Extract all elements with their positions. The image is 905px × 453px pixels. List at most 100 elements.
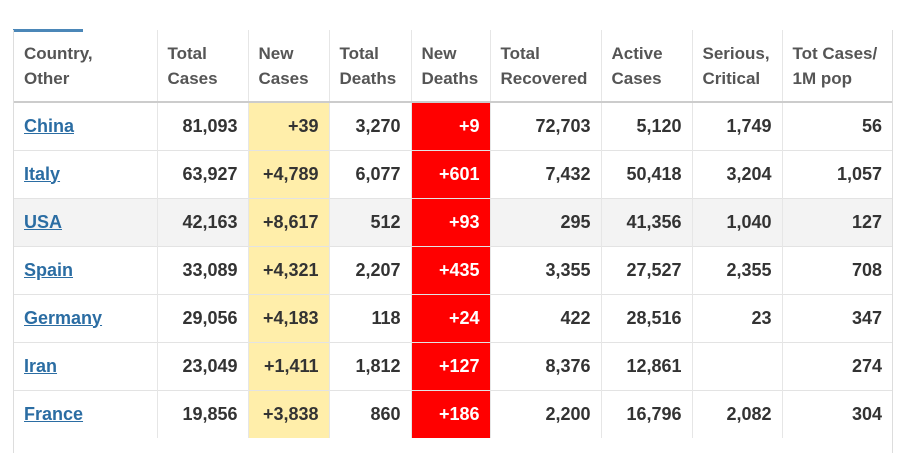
column-header-line2: Cases bbox=[258, 68, 309, 88]
cell-active-cases: 27,527 bbox=[601, 245, 693, 294]
table-row: Iran 23,049 +1,411 1,812 +127 8,376 12,861 274 bbox=[14, 341, 892, 390]
table-row: France 19,856 +3,838 860 +186 2,200 16,796 2,08… bbox=[14, 389, 892, 438]
cell-total-cases: 81,093 bbox=[157, 101, 249, 150]
cell-country: Spain bbox=[14, 245, 158, 294]
column-header-total-deaths[interactable]: Total Deaths bbox=[329, 30, 412, 103]
column-header-country[interactable]: Country, Other bbox=[14, 30, 158, 103]
table-body: China 81,093 +39 3,270 +9 72,703 5,120 1,749 56 I… bbox=[14, 101, 892, 438]
cell-country: China bbox=[14, 101, 158, 150]
cell-new-cases: +8,617 bbox=[248, 197, 330, 246]
cell-total-recovered: 295 bbox=[490, 197, 602, 246]
column-header-line2: Recovered bbox=[500, 68, 588, 88]
column-header-line2: Deaths bbox=[339, 68, 397, 88]
column-header-line2: Deaths bbox=[421, 68, 479, 88]
table-row: Germany 29,056 +4,183 118 +24 422 28,516 23 347 bbox=[14, 293, 892, 342]
table-header: Country, Other Total Cases New Cases Total Deat… bbox=[14, 30, 892, 103]
cell-serious-critical: 23 bbox=[692, 293, 783, 342]
column-header-line1: Country, bbox=[24, 43, 93, 63]
country-link[interactable]: USA bbox=[24, 211, 63, 232]
cell-new-deaths: +24 bbox=[411, 293, 491, 342]
cell-new-deaths: +186 bbox=[411, 389, 491, 438]
cell-active-cases: 41,356 bbox=[601, 197, 693, 246]
column-header-tot-cases-per-1m[interactable]: Tot Cases/1M pop bbox=[782, 30, 892, 103]
column-header-new-cases[interactable]: New Cases bbox=[248, 30, 330, 103]
coronavirus-stats-table: Country, Other Total Cases New Cases Total Deat… bbox=[14, 30, 892, 438]
column-header-line1: Total bbox=[500, 43, 540, 63]
cell-total-recovered: 72,703 bbox=[490, 101, 602, 150]
cell-total-deaths: 3,270 bbox=[329, 101, 412, 150]
country-link[interactable]: China bbox=[24, 115, 75, 136]
column-header-line1: Serious, bbox=[702, 43, 770, 63]
cell-country: France bbox=[14, 389, 158, 438]
column-header-line2: Cases bbox=[167, 68, 218, 88]
cell-new-deaths: +9 bbox=[411, 101, 491, 150]
cell-total-recovered: 2,200 bbox=[490, 389, 602, 438]
cell-total-cases: 63,927 bbox=[157, 149, 249, 198]
cell-total-recovered: 7,432 bbox=[490, 149, 602, 198]
cell-total-cases: 23,049 bbox=[157, 341, 249, 390]
cell-total-recovered: 422 bbox=[490, 293, 602, 342]
cell-active-cases: 16,796 bbox=[601, 389, 693, 438]
cell-serious-critical: 2,082 bbox=[692, 389, 783, 438]
column-header-new-deaths[interactable]: New Deaths bbox=[411, 30, 491, 103]
cell-tot-cases-per-1m: 304 bbox=[782, 389, 892, 438]
cell-active-cases: 50,418 bbox=[601, 149, 693, 198]
column-header-line2: Critical bbox=[702, 68, 761, 88]
cell-total-recovered: 8,376 bbox=[490, 341, 602, 390]
coronavirus-stats-table-container: Country, Other Total Cases New Cases Total Deat… bbox=[13, 30, 893, 453]
cell-serious-critical: 2,355 bbox=[692, 245, 783, 294]
cell-new-cases: +4,789 bbox=[248, 149, 330, 198]
cell-total-cases: 42,163 bbox=[157, 197, 249, 246]
cell-new-cases: +4,183 bbox=[248, 293, 330, 342]
cell-new-cases: +3,838 bbox=[248, 389, 330, 438]
cell-tot-cases-per-1m: 274 bbox=[782, 341, 892, 390]
table-row: Spain 33,089 +4,321 2,207 +435 3,355 27,527 2,3… bbox=[14, 245, 892, 294]
column-header-serious-critical[interactable]: Serious, Critical bbox=[692, 30, 783, 103]
country-link[interactable]: France bbox=[24, 403, 84, 424]
column-header-line1: New bbox=[421, 43, 457, 63]
cell-new-cases: +1,411 bbox=[248, 341, 330, 390]
cell-active-cases: 12,861 bbox=[601, 341, 693, 390]
table-row: China 81,093 +39 3,270 +9 72,703 5,120 1,749 56 bbox=[14, 101, 892, 150]
cell-tot-cases-per-1m: 127 bbox=[782, 197, 892, 246]
cell-total-deaths: 512 bbox=[329, 197, 412, 246]
cell-new-cases: +4,321 bbox=[248, 245, 330, 294]
cell-tot-cases-per-1m: 347 bbox=[782, 293, 892, 342]
column-header-line2: 1M pop bbox=[792, 68, 853, 88]
cell-tot-cases-per-1m: 1,057 bbox=[782, 149, 892, 198]
column-header-line1: Tot Cases/ bbox=[792, 43, 878, 63]
country-link[interactable]: Italy bbox=[24, 163, 61, 184]
cell-active-cases: 5,120 bbox=[601, 101, 693, 150]
cell-tot-cases-per-1m: 56 bbox=[782, 101, 892, 150]
cell-country: Italy bbox=[14, 149, 158, 198]
cell-country: USA bbox=[14, 197, 158, 246]
header-row: Country, Other Total Cases New Cases Total Deat… bbox=[14, 30, 892, 103]
cell-total-cases: 29,056 bbox=[157, 293, 249, 342]
cell-new-deaths: +93 bbox=[411, 197, 491, 246]
cell-total-deaths: 1,812 bbox=[329, 341, 412, 390]
cell-serious-critical: 1,749 bbox=[692, 101, 783, 150]
cell-total-cases: 19,856 bbox=[157, 389, 249, 438]
column-header-line2: Other bbox=[24, 68, 70, 88]
cell-total-deaths: 2,207 bbox=[329, 245, 412, 294]
cell-total-deaths: 860 bbox=[329, 389, 412, 438]
column-header-total-cases[interactable]: Total Cases bbox=[157, 30, 249, 103]
cell-tot-cases-per-1m: 708 bbox=[782, 245, 892, 294]
cell-new-cases: +39 bbox=[248, 101, 330, 150]
country-link[interactable]: Iran bbox=[24, 355, 58, 376]
country-link[interactable]: Spain bbox=[24, 259, 74, 280]
cell-serious-critical bbox=[692, 341, 783, 390]
cell-active-cases: 28,516 bbox=[601, 293, 693, 342]
cell-total-cases: 33,089 bbox=[157, 245, 249, 294]
column-header-active-cases[interactable]: Active Cases bbox=[601, 30, 693, 103]
cell-country: Germany bbox=[14, 293, 158, 342]
cell-country: Iran bbox=[14, 341, 158, 390]
column-header-line1: Active bbox=[611, 43, 663, 63]
cell-new-deaths: +601 bbox=[411, 149, 491, 198]
cell-total-deaths: 6,077 bbox=[329, 149, 412, 198]
cell-new-deaths: +435 bbox=[411, 245, 491, 294]
table-row: USA 42,163 +8,617 512 +93 295 41,356 1,040 127 bbox=[14, 197, 892, 246]
column-header-total-recovered[interactable]: Total Recovered bbox=[490, 30, 602, 103]
cell-serious-critical: 1,040 bbox=[692, 197, 783, 246]
country-link[interactable]: Germany bbox=[24, 307, 103, 328]
